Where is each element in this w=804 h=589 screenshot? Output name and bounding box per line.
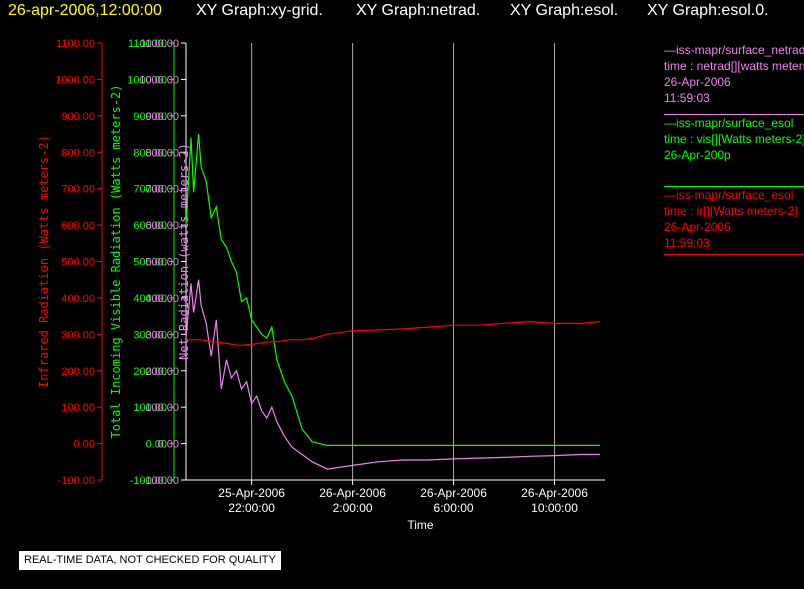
y-tick-label-net-7: 600.00 — [145, 220, 179, 232]
quality-note: REAL-TIME DATA, NOT CHECKED FOR QUALITY — [19, 551, 281, 570]
graph-title-netrad: XY Graph:netrad. — [356, 2, 481, 19]
y-tick-label-net-6: 500.00 — [145, 257, 179, 269]
y-tick-label-vis-9: 800.00 — [133, 147, 167, 159]
legend-ir: —iss-mapr/surface_esol time : ir[][Watts… — [664, 186, 804, 255]
legend-ir-line-2: time : ir[][Watts meters-2] — [664, 204, 798, 218]
y-tick-label-ir-5: 400.00 — [61, 293, 95, 305]
y-tick-label-ir-7: 600.00 — [61, 220, 95, 232]
y-tick-label-ir-2: 100.00 — [61, 402, 95, 414]
y-tick-label-net-0: -100.00 — [142, 475, 179, 487]
y-tick-label-net-8: 700.00 — [145, 184, 179, 196]
y-tick-label-vis-7: 600.00 — [133, 220, 167, 232]
series-line-ir — [186, 320, 601, 346]
y-tick-label-vis-6: 500.00 — [133, 257, 167, 269]
y-tick-label-ir-3: 200.00 — [61, 366, 95, 378]
y-tick-label-ir-4: 300.00 — [61, 329, 95, 341]
y-tick-label-ir-10: 900.00 — [61, 111, 95, 123]
x-axis-label: Time — [407, 518, 434, 532]
legend-ir-line-3: 26-Apr-2006 — [664, 220, 731, 234]
legend-net-line-4: 11:59:03 — [664, 91, 710, 105]
x-tick-time-0: 22:00:00 — [228, 501, 275, 515]
y-tick-label-net-5: 400.00 — [145, 293, 179, 305]
legend-vis-line-1: —iss-mapr/surface_esol — [664, 116, 794, 130]
y-tick-label-vis-5: 400.00 — [133, 293, 167, 305]
x-tick-time-2: 6:00:00 — [434, 501, 474, 515]
y-tick-label-net-1: 0.00 — [158, 439, 179, 451]
graph-title-esol: XY Graph:esol. — [510, 2, 619, 19]
y-tick-label-ir-6: 500.00 — [61, 257, 95, 269]
timestamp: 26-apr-2006,12:00:00 — [8, 2, 162, 19]
y-tick-label-vis-0: -100.00 — [130, 475, 167, 487]
legend-net-line-1: —iss-mapr/surface_netrad — [664, 43, 804, 57]
x-tick-date-3: 26-Apr-2006 — [521, 486, 588, 500]
x-tick-date-2: 26-Apr-2006 — [420, 486, 487, 500]
y-tick-label-vis-8: 700.00 — [133, 184, 167, 196]
y-tick-label-ir-12: 1100.00 — [56, 38, 95, 50]
legend-net-line-2: time : netrad[][watts meters-2] — [664, 59, 804, 73]
title-bar: 26-apr-2006,12:00:00 XY Graph:xy-grid. X… — [0, 0, 804, 26]
legend-ir-line-4: 11:59:03 — [664, 236, 710, 250]
y-tick-label-ir-11: 1000.00 — [55, 74, 95, 86]
legend-vis-line-3: 26-Apr-200p — [664, 148, 731, 162]
y-tick-label-net-12: 1100.00 — [140, 38, 179, 50]
legend-ir-line-1: —iss-mapr/surface_esol — [664, 188, 794, 202]
y-tick-label-ir-8: 700.00 — [61, 184, 95, 196]
x-tick-time-1: 2:00:00 — [333, 501, 373, 515]
y-tick-label-vis-10: 900.00 — [133, 111, 167, 123]
series-line-net — [185, 279, 600, 470]
y-axis-label-ir: Infrared Radiation (Watts meters-2) — [37, 135, 51, 388]
y-tick-label-net-9: 800.00 — [145, 147, 179, 159]
y-tick-label-vis-2: 100.00 — [133, 402, 167, 414]
y-tick-label-net-10: 900.00 — [145, 111, 179, 123]
legend-vis-line-2: time : vis[][Watts meters-2] — [664, 132, 804, 146]
y-tick-label-vis-3: 200.00 — [133, 366, 167, 378]
legend-net: —iss-mapr/surface_netrad time : netrad[]… — [664, 42, 804, 106]
y-tick-label-ir-0: -100.00 — [58, 475, 95, 487]
y-tick-label-net-3: 200.00 — [145, 366, 179, 378]
series-line-vis — [185, 133, 600, 446]
y-tick-label-ir-9: 800.00 — [61, 147, 95, 159]
y-tick-label-net-2: 100.00 — [145, 402, 179, 414]
graph-title-esol-0: XY Graph:esol.0. — [647, 2, 769, 19]
legend-net-line-3: 26-Apr-2006 — [664, 75, 731, 89]
y-tick-label-vis-1: 0.00 — [146, 439, 167, 451]
y-axis-label-vis: Total Incoming Visible Radiation (Watts … — [109, 84, 123, 438]
y-tick-label-vis-4: 300.00 — [133, 329, 167, 341]
x-tick-date-0: 25-Apr-2006 — [218, 486, 285, 500]
y-tick-label-vis-12: 1100.00 — [128, 38, 167, 50]
x-tick-time-3: 10:00:00 — [531, 501, 578, 515]
y-tick-label-ir-1: 0.00 — [74, 439, 95, 451]
legend-vis: —iss-mapr/surface_esol time : vis[][Watt… — [664, 114, 804, 163]
y-tick-label-vis-11: 1000.00 — [127, 74, 167, 86]
graph-title-xy-grid: XY Graph:xy-grid. — [196, 2, 323, 19]
y-tick-label-net-11: 1000.00 — [139, 74, 179, 86]
x-tick-date-1: 26-Apr-2006 — [319, 486, 386, 500]
y-tick-label-net-4: 300.00 — [145, 329, 179, 341]
